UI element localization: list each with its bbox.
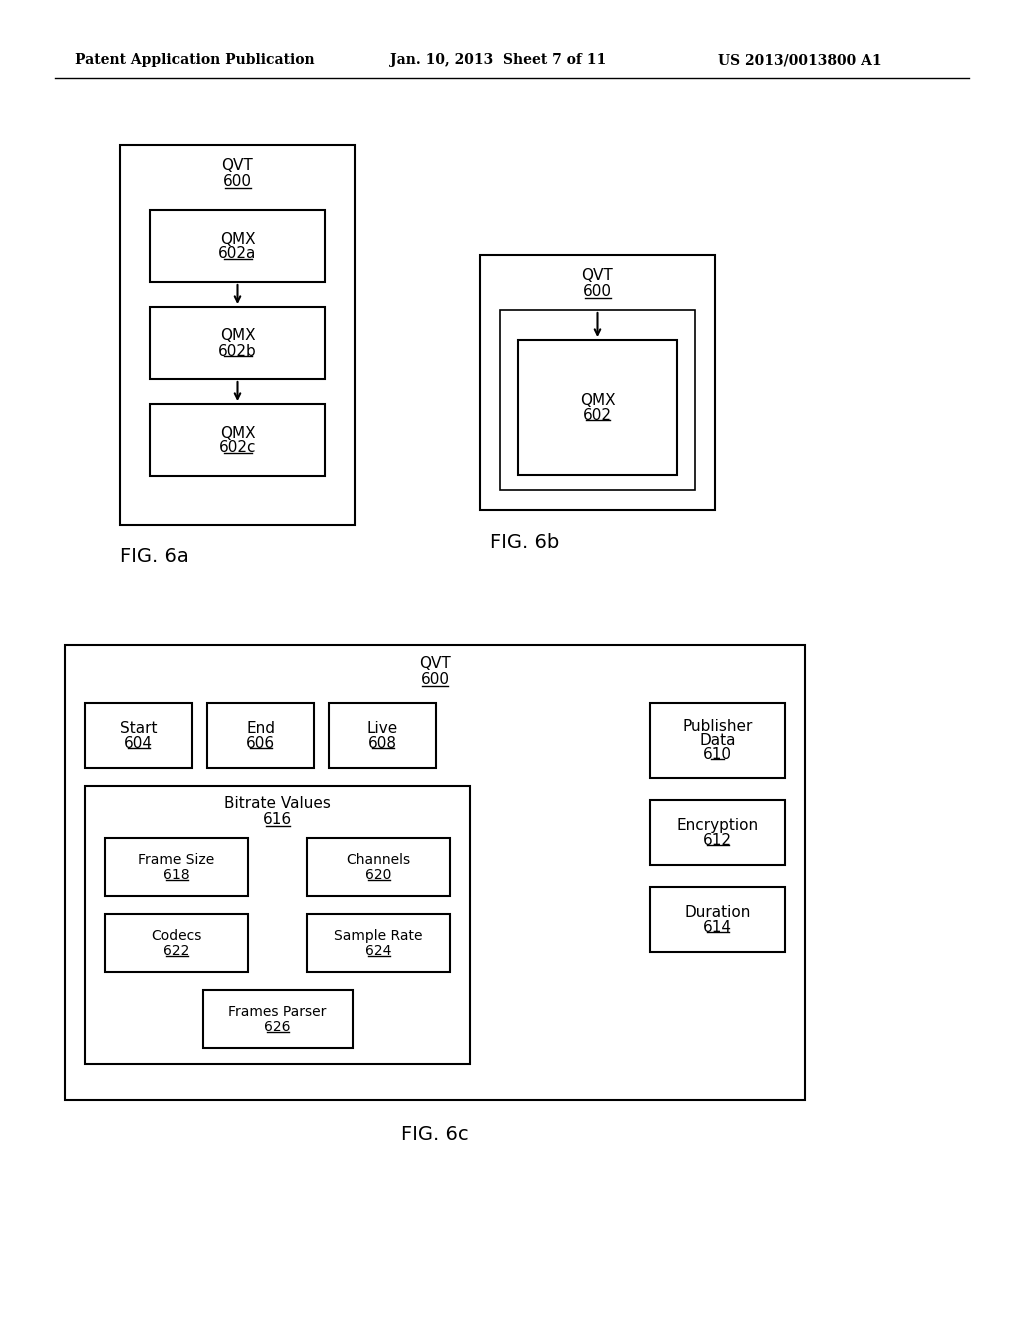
Text: 622: 622 — [163, 944, 189, 958]
Text: FIG. 6c: FIG. 6c — [401, 1126, 469, 1144]
Text: QMX: QMX — [580, 393, 615, 408]
Text: 616: 616 — [263, 813, 292, 828]
Text: QVT: QVT — [221, 157, 253, 173]
Text: 602b: 602b — [218, 343, 257, 359]
Bar — [650, 887, 785, 952]
Bar — [150, 404, 325, 477]
Text: Jan. 10, 2013  Sheet 7 of 11: Jan. 10, 2013 Sheet 7 of 11 — [390, 53, 606, 67]
Text: 606: 606 — [246, 737, 275, 751]
Bar — [207, 704, 314, 768]
Bar — [518, 341, 677, 475]
Text: Duration: Duration — [684, 906, 751, 920]
Text: 600: 600 — [421, 672, 450, 688]
Text: 624: 624 — [366, 944, 392, 958]
Bar — [85, 704, 193, 768]
Text: FIG. 6a: FIG. 6a — [120, 548, 188, 566]
Text: 602a: 602a — [218, 247, 257, 261]
Text: 604: 604 — [124, 737, 153, 751]
Text: Patent Application Publication: Patent Application Publication — [75, 53, 314, 67]
Text: QVT: QVT — [582, 268, 613, 282]
Text: Bitrate Values: Bitrate Values — [224, 796, 331, 812]
Text: Codecs: Codecs — [152, 929, 202, 942]
Text: 602c: 602c — [219, 441, 256, 455]
Bar — [105, 913, 248, 972]
Text: FIG. 6b: FIG. 6b — [490, 532, 559, 552]
Text: Live: Live — [367, 721, 398, 737]
Text: QMX: QMX — [220, 425, 255, 441]
Text: 600: 600 — [223, 174, 252, 190]
Bar — [120, 145, 355, 525]
Text: QMX: QMX — [220, 231, 255, 247]
Bar — [500, 310, 695, 490]
Bar — [650, 704, 785, 777]
Bar — [150, 210, 325, 282]
Bar — [307, 838, 450, 896]
Text: 620: 620 — [366, 869, 392, 882]
Text: 614: 614 — [703, 920, 732, 935]
Bar — [85, 785, 470, 1064]
Text: 626: 626 — [264, 1020, 291, 1034]
Text: QMX: QMX — [220, 329, 255, 343]
Text: Channels: Channels — [346, 853, 411, 867]
Text: 618: 618 — [163, 869, 189, 882]
Bar — [329, 704, 436, 768]
Text: Encryption: Encryption — [677, 818, 759, 833]
Text: Publisher: Publisher — [682, 719, 753, 734]
Text: Start: Start — [120, 721, 158, 737]
Bar — [105, 838, 248, 896]
Bar — [650, 800, 785, 865]
Text: 608: 608 — [368, 737, 397, 751]
Text: 612: 612 — [703, 833, 732, 847]
Text: Sample Rate: Sample Rate — [334, 929, 423, 942]
Bar — [307, 913, 450, 972]
Bar — [203, 990, 352, 1048]
Text: Data: Data — [699, 733, 736, 748]
Text: US 2013/0013800 A1: US 2013/0013800 A1 — [718, 53, 882, 67]
Text: Frames Parser: Frames Parser — [228, 1005, 327, 1019]
Text: End: End — [246, 721, 275, 737]
Bar — [480, 255, 715, 510]
Text: Frame Size: Frame Size — [138, 853, 215, 867]
Bar — [65, 645, 805, 1100]
Text: QVT: QVT — [419, 656, 451, 671]
Bar — [150, 308, 325, 379]
Text: 600: 600 — [583, 285, 612, 300]
Text: 610: 610 — [703, 747, 732, 762]
Text: 602: 602 — [583, 408, 612, 422]
